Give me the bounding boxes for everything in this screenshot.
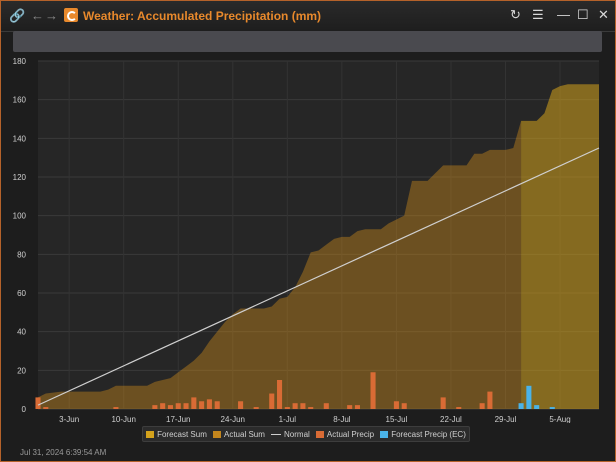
- actual-precip-bar: [167, 405, 173, 409]
- actual-precip-bar: [160, 403, 166, 409]
- title-bar: 🔗 ← → Weather: Accumulated Precipitation…: [1, 1, 615, 32]
- actual-precip-bar: [206, 399, 212, 409]
- actual-precip-bar: [191, 397, 197, 409]
- x-tick-label: 3-Jun: [59, 415, 79, 423]
- legend-item-normal[interactable]: Normal: [271, 430, 310, 439]
- actual-precip-bar: [354, 405, 360, 409]
- forecast-precip-bar: [549, 407, 555, 409]
- legend-item-actual-precip[interactable]: Actual Precip: [315, 429, 375, 439]
- x-tick-label: 22-Jul: [440, 415, 462, 423]
- x-tick-label: 5-Aug: [549, 415, 570, 423]
- actual-precip-bar: [393, 401, 399, 409]
- actual-precip-bar: [214, 401, 220, 409]
- actual-precip-bar: [269, 393, 275, 409]
- maximize-icon[interactable]: ☐: [577, 7, 589, 22]
- legend-label: Forecast Precip (EC): [391, 429, 466, 439]
- toolbar-bar: [13, 31, 602, 52]
- legend-swatch-actual-sum: [212, 430, 221, 438]
- legend-swatch-forecast-sum: [146, 430, 155, 438]
- x-tick-label: 8-Jul: [333, 415, 351, 423]
- actual-precip-bar: [308, 407, 314, 409]
- forward-arrow-icon[interactable]: →: [45, 8, 58, 23]
- legend-item-forecast-sum[interactable]: Forecast Sum: [146, 430, 207, 439]
- back-arrow-icon[interactable]: ←: [31, 8, 44, 23]
- actual-precip-bar: [253, 407, 259, 409]
- actual-precip-bar: [43, 407, 49, 409]
- legend-swatch-actual-precip: [315, 430, 324, 438]
- chart-container: 0 20 40 60 80 100 120 140 160 180 3-Jun 10-Jun 17-Ju…: [1, 53, 615, 443]
- y-tick-label: 120: [13, 173, 27, 182]
- y-tick-label: 20: [17, 366, 26, 375]
- y-tick-label: 80: [17, 250, 26, 259]
- forecast-precip-bar: [526, 385, 532, 409]
- minimize-icon[interactable]: —: [557, 7, 570, 22]
- y-tick-label: 180: [13, 57, 27, 66]
- x-tick-label: 1-Jul: [279, 415, 297, 423]
- actual-precip-bar: [284, 407, 290, 409]
- y-tick-label: 100: [13, 212, 27, 221]
- actual-precip-bar: [440, 397, 446, 409]
- x-tick-label: 15-Jul: [386, 415, 408, 423]
- actual-precip-bar: [277, 380, 283, 409]
- menu-icon[interactable]: ☰: [532, 7, 544, 22]
- y-tick-label: 140: [13, 134, 27, 143]
- actual-precip-bar: [152, 405, 158, 409]
- chart-legend: Forecast Sum Actual Sum Normal Actual Pr…: [142, 426, 470, 442]
- link-icon[interactable]: 🔗: [9, 8, 26, 23]
- actual-precip-bar: [175, 403, 181, 409]
- actual-precip-bar: [479, 403, 485, 409]
- app-logo-icon: [64, 8, 78, 22]
- legend-label: Normal: [284, 429, 310, 439]
- footer-timestamp: Jul 31, 2024 6:39:54 AM: [20, 448, 107, 457]
- x-tick-label: 24-Jun: [221, 415, 245, 423]
- x-tick-label: 29-Jul: [495, 415, 517, 423]
- y-tick-label: 40: [17, 328, 26, 337]
- actual-sum-area: [38, 120, 522, 409]
- precipitation-chart: 0 20 40 60 80 100 120 140 160 180 3-Jun 10-Jun 17-Ju…: [13, 57, 600, 424]
- actual-precip-bar: [323, 403, 329, 409]
- y-tick-label: 60: [17, 289, 26, 298]
- y-tick-label: 0: [22, 405, 27, 414]
- actual-precip-bar: [292, 403, 298, 409]
- legend-label: Actual Sum: [223, 429, 265, 439]
- actual-precip-bar: [347, 405, 353, 409]
- x-tick-label: 17-Jun: [166, 415, 190, 423]
- actual-precip-bar: [35, 397, 41, 409]
- legend-item-actual-sum[interactable]: Actual Sum: [212, 429, 265, 439]
- window-title: Weather: Accumulated Precipitation (mm): [83, 9, 322, 23]
- actual-precip-bar: [113, 407, 119, 409]
- actual-precip-bar: [199, 401, 205, 409]
- actual-precip-bar: [238, 401, 244, 409]
- legend-swatch-normal: [271, 433, 282, 435]
- legend-label: Forecast Sum: [157, 429, 207, 439]
- x-tick-label: 10-Jun: [111, 415, 135, 423]
- legend-label: Actual Precip: [326, 429, 375, 439]
- actual-precip-bar: [370, 372, 376, 409]
- normal-line: [37, 147, 600, 406]
- forecast-sum-area: [521, 84, 599, 409]
- forecast-precip-bar: [534, 405, 540, 409]
- legend-item-forecast-precip[interactable]: Forecast Precip (EC): [380, 430, 466, 439]
- actual-precip-bar: [300, 403, 306, 409]
- refresh-icon[interactable]: ↻: [510, 7, 521, 22]
- actual-precip-bar: [401, 403, 407, 409]
- legend-swatch-forecast-precip: [380, 430, 389, 438]
- actual-precip-bar: [456, 407, 462, 409]
- y-tick-label: 160: [13, 96, 27, 105]
- actual-precip-bar: [487, 391, 493, 409]
- forecast-precip-bar: [518, 403, 524, 409]
- close-icon[interactable]: ✕: [598, 7, 609, 22]
- actual-precip-bar: [183, 403, 189, 409]
